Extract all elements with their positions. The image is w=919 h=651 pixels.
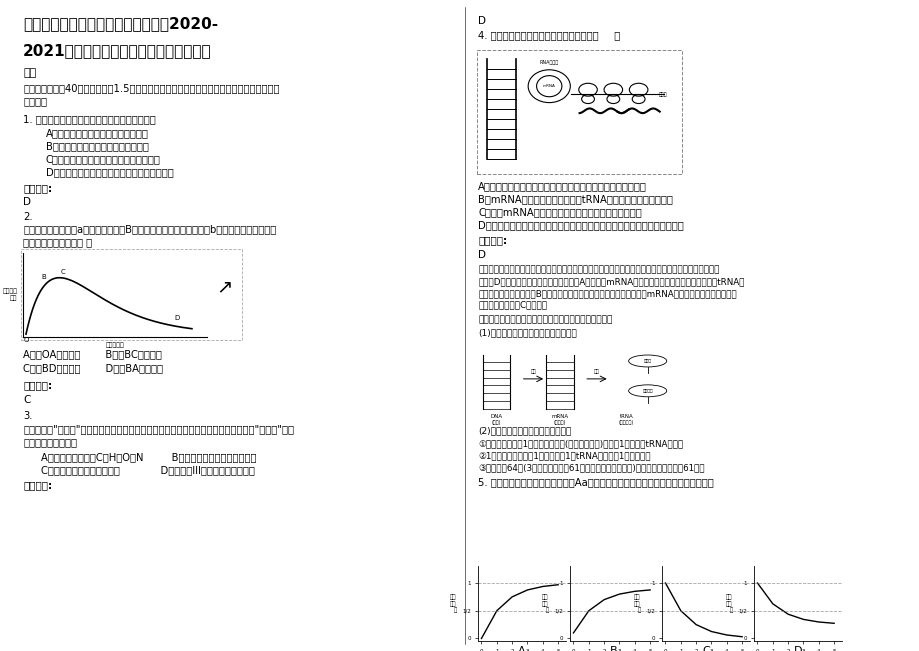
- Text: B: B: [41, 273, 47, 279]
- Text: 参考答案:: 参考答案:: [23, 480, 52, 490]
- Text: mRNA: mRNA: [542, 84, 555, 88]
- Text: 【解析】图中进行的是转录和翻译过程，并且是在同一场所进行的，因此这是原核生物细胞合成蛋白质的: 【解析】图中进行的是转录和翻译过程，并且是在同一场所进行的，因此这是原核生物细胞…: [478, 266, 720, 275]
- Text: A．组成元素一定是C、H、O、N         B．是生物体内主要的能源物质: A．组成元素一定是C、H、O、N B．是生物体内主要的能源物质: [41, 452, 256, 462]
- Text: D．有核糖体的细胞一定能合成成熟的分泌蛋白: D．有核糖体的细胞一定能合成成熟的分泌蛋白: [46, 167, 174, 177]
- Text: 过程，D项正确；原核细胞内没有线粒体，A项错误；mRNA上所有的密码子中，终止密码不能在tRNA上: 过程，D项正确；原核细胞内没有线粒体，A项错误；mRNA上所有的密码子中，终止密…: [478, 277, 744, 286]
- Y-axis label: 纯合
子比
例: 纯合 子比 例: [725, 594, 732, 613]
- Text: 核糖体: 核糖体: [658, 92, 667, 97]
- Text: (反密码子): (反密码子): [618, 421, 633, 425]
- Text: 一、: 一、: [23, 68, 36, 78]
- Text: 转录: 转录: [530, 369, 536, 374]
- Text: 5. 下列曲线图能正确表示杂合子（Aa）连续自交若干代，子代中纯合子所占比例的是: 5. 下列曲线图能正确表示杂合子（Aa）连续自交若干代，子代中纯合子所占比例的是: [478, 477, 713, 487]
- Text: 4. 关于下图的生理过程的说法，正确的是（     ）: 4. 关于下图的生理过程的说法，正确的是（ ）: [478, 31, 620, 40]
- Text: C．图中mRNA上碱基改变即可改变肽链中的氨基酸种类: C．图中mRNA上碱基改变即可改变肽链中的氨基酸种类: [478, 207, 641, 217]
- Text: ①每种氨基酸对应1种或几种密码子(密码子简并性)，可由1种或几种tRNA转运。: ①每种氨基酸对应1种或几种密码子(密码子简并性)，可由1种或几种tRNA转运。: [478, 439, 683, 449]
- Text: D: D: [174, 315, 179, 322]
- Text: A．该图所示的生理过程所需的能量主要由线粒体有氧呼吸提供: A．该图所示的生理过程所需的能量主要由线粒体有氧呼吸提供: [478, 181, 647, 191]
- Text: 2.: 2.: [23, 212, 32, 221]
- Text: C: C: [23, 395, 30, 404]
- Text: 参考答案:: 参考答案:: [23, 183, 52, 193]
- Bar: [476, 50, 681, 174]
- Text: D: D: [478, 16, 486, 26]
- Text: 如图所示，如果茎的a侧生长素在曲线B点以下的浓度范围内，下列对b侧生长素浓度范围的描: 如图所示，如果茎的a侧生长素在曲线B点以下的浓度范围内，下列对b侧生长素浓度范围…: [23, 225, 276, 234]
- Text: 2021学年高二生物上学期期末试题含解析: 2021学年高二生物上学期期末试题含解析: [23, 44, 211, 59]
- Text: 述较为准确的一项是（ ）: 述较为准确的一项是（ ）: [23, 238, 92, 247]
- Text: O: O: [23, 337, 28, 342]
- Text: 1. 下列有关细胞结构和功能的叙述，不正确的是: 1. 下列有关细胞结构和功能的叙述，不正确的是: [23, 114, 155, 124]
- Text: A．在OA段范围内        B．在BC段范围内: A．在OA段范围内 B．在BC段范围内: [23, 349, 162, 359]
- Text: ③密码子有64种(3种终止密码子，61种决定氨基酸的密码子)，反密码子理论上有61种。: ③密码子有64种(3种终止密码子，61种决定氨基酸的密码子)，反密码子理论上有6…: [478, 463, 704, 472]
- Text: 中的氨基酸种类，C项错误。: 中的氨基酸种类，C项错误。: [478, 301, 547, 310]
- Text: C．有高尔基体的细胞不一定具有分泌功能: C．有高尔基体的细胞不一定具有分泌功能: [46, 154, 161, 164]
- Y-axis label: 纯合
子比
例: 纯合 子比 例: [541, 594, 548, 613]
- Text: 求的。）: 求的。）: [23, 96, 47, 105]
- Text: A．有中心体的细胞不一定是动物细胞: A．有中心体的细胞不一定是动物细胞: [46, 128, 149, 138]
- Text: 参考答案:: 参考答案:: [478, 236, 507, 245]
- Text: D．该图所示的转录和翻译过程是同时进行的，最可能发生在原核生物细胞内: D．该图所示的转录和翻译过程是同时进行的，最可能发生在原核生物细胞内: [478, 220, 684, 230]
- Text: ↗: ↗: [216, 277, 233, 296]
- Text: 氨基酸: 氨基酸: [643, 359, 651, 363]
- Text: 成分的叙述正确的是: 成分的叙述正确的是: [23, 437, 77, 447]
- Text: (基因): (基因): [491, 421, 501, 425]
- Text: C: C: [61, 270, 66, 275]
- Text: B: B: [609, 646, 618, 651]
- Text: A: A: [517, 646, 526, 651]
- Text: C: C: [701, 646, 709, 651]
- Text: 媒体报道的"地沟油"的主要成分是脂质，但还有许多致病、致癌的毒性物质，下列有关"地沟油"主要: 媒体报道的"地沟油"的主要成分是脂质，但还有许多致病、致癌的毒性物质，下列有关"…: [23, 424, 294, 434]
- Text: C．一定引起细胞膜蛋白减少             D．遇苏丹III染液可能呈现橘黄色: C．一定引起细胞膜蛋白减少 D．遇苏丹III染液可能呈现橘黄色: [41, 465, 255, 475]
- Text: tRNA: tRNA: [619, 414, 632, 419]
- Text: 天冬氨酸: 天冬氨酸: [641, 389, 652, 393]
- Text: ②1种密码子只能决定1种氨基酸，1种tRNA只能转运1种氨基酸。: ②1种密码子只能决定1种氨基酸，1种tRNA只能转运1种氨基酸。: [478, 451, 651, 460]
- Text: (密码子): (密码子): [553, 421, 565, 425]
- Text: (1)基因、密码子、反密码子的对应关系: (1)基因、密码子、反密码子的对应关系: [478, 328, 576, 337]
- Text: B．mRNA上所有的密码子均能在tRNA上找到相对应的反密码子: B．mRNA上所有的密码子均能在tRNA上找到相对应的反密码子: [478, 194, 673, 204]
- Text: D: D: [478, 250, 486, 260]
- Text: RNA聚合酶: RNA聚合酶: [539, 60, 558, 65]
- Text: D: D: [793, 646, 801, 651]
- X-axis label: 生长素浓度: 生长素浓度: [106, 343, 124, 348]
- Text: 翻译: 翻译: [594, 369, 599, 374]
- Text: D: D: [23, 197, 31, 207]
- Bar: [21, 249, 242, 340]
- Text: B．有线粒体的细胞也能进行无氧呼吸: B．有线粒体的细胞也能进行无氧呼吸: [46, 141, 149, 151]
- Text: mRNA: mRNA: [550, 414, 568, 419]
- Text: C．在BD段范围内        D．在BA段范围内: C．在BD段范围内 D．在BA段范围内: [23, 363, 163, 373]
- Text: 贵州省遵义市正安县小雅镇小雅中学2020-: 贵州省遵义市正安县小雅镇小雅中学2020-: [23, 16, 218, 31]
- Text: DNA: DNA: [490, 414, 502, 419]
- Y-axis label: 促进生长
效果: 促进生长 效果: [3, 289, 17, 301]
- Text: 3.: 3.: [23, 411, 32, 421]
- Text: 参考答案:: 参考答案:: [23, 380, 52, 390]
- Y-axis label: 纯合
子比
例: 纯合 子比 例: [449, 594, 456, 613]
- Text: (2)氨基酸与密码子、反密码子的关系: (2)氨基酸与密码子、反密码子的关系: [478, 426, 571, 436]
- Text: 选择题（本题共40小题，每小题1.5分，在每小题给出的四个选项中，只有一项是符合题目要: 选择题（本题共40小题，每小题1.5分，在每小题给出的四个选项中，只有一项是符合…: [23, 83, 279, 92]
- Y-axis label: 纯合
子比
例: 纯合 子比 例: [633, 594, 640, 613]
- Text: 【名师点睛】正确区分遗传信息、遗传密码子和反密码子: 【名师点睛】正确区分遗传信息、遗传密码子和反密码子: [478, 315, 612, 324]
- Text: 找到相对应的反密码子，B项错误；一种氨基酸对应一种或多种密码子，mRNA上碱基改变不一定改变肽链: 找到相对应的反密码子，B项错误；一种氨基酸对应一种或多种密码子，mRNA上碱基改…: [478, 289, 736, 298]
